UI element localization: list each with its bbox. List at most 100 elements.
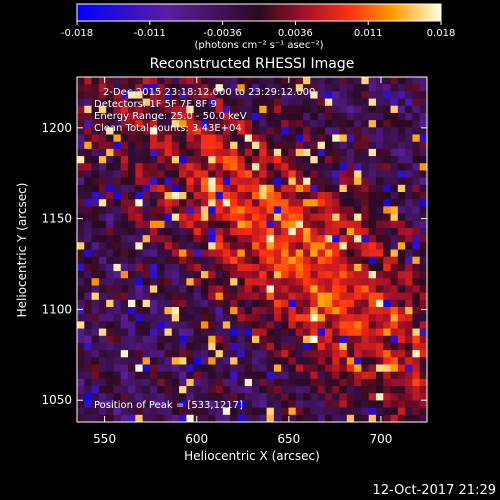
heatmap-cell bbox=[98, 386, 107, 394]
heatmap-cell bbox=[346, 371, 355, 380]
heatmap-cell bbox=[259, 378, 267, 387]
heatmap-cell bbox=[332, 335, 340, 344]
heatmap-cell bbox=[120, 220, 129, 229]
heatmap-cell bbox=[157, 285, 165, 293]
heatmap-cell bbox=[281, 371, 289, 380]
heatmap-cell bbox=[303, 120, 311, 128]
heatmap-cell bbox=[368, 120, 377, 128]
heatmap-cell bbox=[332, 328, 340, 337]
heatmap-cell bbox=[266, 199, 275, 207]
heatmap-cell bbox=[368, 335, 377, 344]
heatmap-cell bbox=[412, 314, 421, 322]
heatmap-cell bbox=[222, 249, 231, 257]
heatmap-cell bbox=[215, 292, 224, 301]
heatmap-cell bbox=[106, 227, 114, 236]
heatmap-cell bbox=[397, 407, 406, 416]
heatmap-cell bbox=[317, 148, 326, 157]
heatmap-cell bbox=[91, 192, 100, 200]
heatmap-cell bbox=[84, 91, 92, 99]
heatmap-cell bbox=[171, 141, 180, 150]
heatmap-cell bbox=[200, 170, 209, 178]
heatmap-cell bbox=[128, 386, 136, 394]
heatmap-cell bbox=[113, 292, 122, 301]
heatmap-cell bbox=[193, 184, 202, 193]
heatmap-cell bbox=[405, 134, 413, 142]
heatmap-cell bbox=[164, 170, 173, 178]
heatmap-cell bbox=[281, 112, 289, 121]
heatmap-cell bbox=[142, 314, 151, 322]
heatmap-cell bbox=[193, 400, 202, 408]
heatmap-cell bbox=[208, 249, 216, 257]
heatmap-cell bbox=[354, 350, 362, 358]
heatmap-cell bbox=[303, 112, 311, 121]
heatmap-cell bbox=[106, 206, 114, 214]
heatmap-cell bbox=[368, 256, 377, 265]
heatmap-cell bbox=[157, 105, 165, 114]
heatmap-cell bbox=[98, 378, 107, 387]
heatmap-cell bbox=[120, 105, 129, 114]
heatmap-cell bbox=[84, 213, 92, 222]
heatmap-cell bbox=[273, 299, 282, 308]
heatmap-cell bbox=[383, 342, 391, 351]
heatmap-cell bbox=[237, 184, 246, 193]
heatmap-cell bbox=[324, 220, 333, 229]
heatmap-cell bbox=[200, 271, 209, 279]
heatmap-cell bbox=[405, 414, 413, 422]
heatmap-cell bbox=[288, 120, 297, 128]
heatmap-cell bbox=[77, 120, 85, 128]
heatmap-cell bbox=[419, 199, 427, 207]
heatmap-cell bbox=[397, 134, 406, 142]
heatmap-cell bbox=[368, 148, 377, 157]
heatmap-cell bbox=[361, 342, 369, 351]
heatmap-cell bbox=[135, 335, 143, 344]
heatmap-cell bbox=[179, 184, 187, 193]
heatmap-cell bbox=[193, 170, 202, 178]
heatmap-cell bbox=[77, 249, 85, 257]
x-tick-label: 700 bbox=[369, 432, 392, 446]
heatmap-cell bbox=[412, 192, 421, 200]
heatmap-cell bbox=[142, 285, 151, 293]
heatmap-cell bbox=[222, 213, 231, 222]
heatmap-cell bbox=[361, 328, 369, 337]
heatmap-cell bbox=[419, 393, 427, 401]
heatmap-cell bbox=[237, 77, 246, 85]
heatmap-cell bbox=[91, 91, 100, 99]
heatmap-cell bbox=[390, 199, 399, 207]
heatmap-cell bbox=[142, 378, 151, 387]
heatmap-cell bbox=[303, 256, 311, 265]
heatmap-cell bbox=[128, 220, 136, 229]
heatmap-cell bbox=[332, 364, 340, 372]
heatmap-cell bbox=[91, 335, 100, 344]
heatmap-cell bbox=[193, 91, 202, 99]
heatmap-cell bbox=[135, 328, 143, 337]
heatmap-cell bbox=[215, 314, 224, 322]
heatmap-cell bbox=[84, 299, 92, 308]
heatmap-cell bbox=[222, 199, 231, 207]
heatmap-cell bbox=[149, 220, 158, 229]
heatmap-cell bbox=[303, 285, 311, 293]
heatmap-cell bbox=[252, 321, 260, 329]
heatmap-cell bbox=[405, 285, 413, 293]
heatmap-cell bbox=[368, 285, 377, 293]
heatmap-cell bbox=[390, 156, 399, 164]
heatmap-cell bbox=[397, 249, 406, 257]
heatmap-cell bbox=[375, 148, 384, 157]
heatmap-cell bbox=[149, 242, 158, 250]
heatmap-cell bbox=[208, 141, 216, 150]
heatmap-cell bbox=[91, 112, 100, 121]
heatmap-cell bbox=[317, 278, 326, 286]
heatmap-cell bbox=[281, 227, 289, 236]
heatmap-cell bbox=[106, 256, 114, 265]
heatmap-cell bbox=[149, 335, 158, 344]
heatmap-cell bbox=[375, 414, 384, 422]
heatmap-cell bbox=[135, 235, 143, 243]
heatmap-cell bbox=[157, 192, 165, 200]
heatmap-cell bbox=[200, 321, 209, 329]
heatmap-cell bbox=[317, 227, 326, 236]
heatmap-cell bbox=[324, 199, 333, 207]
heatmap-cell bbox=[164, 148, 173, 157]
heatmap-cell bbox=[361, 407, 369, 416]
heatmap-cell bbox=[215, 235, 224, 243]
heatmap-cell bbox=[354, 184, 362, 193]
heatmap-cell bbox=[266, 357, 275, 365]
